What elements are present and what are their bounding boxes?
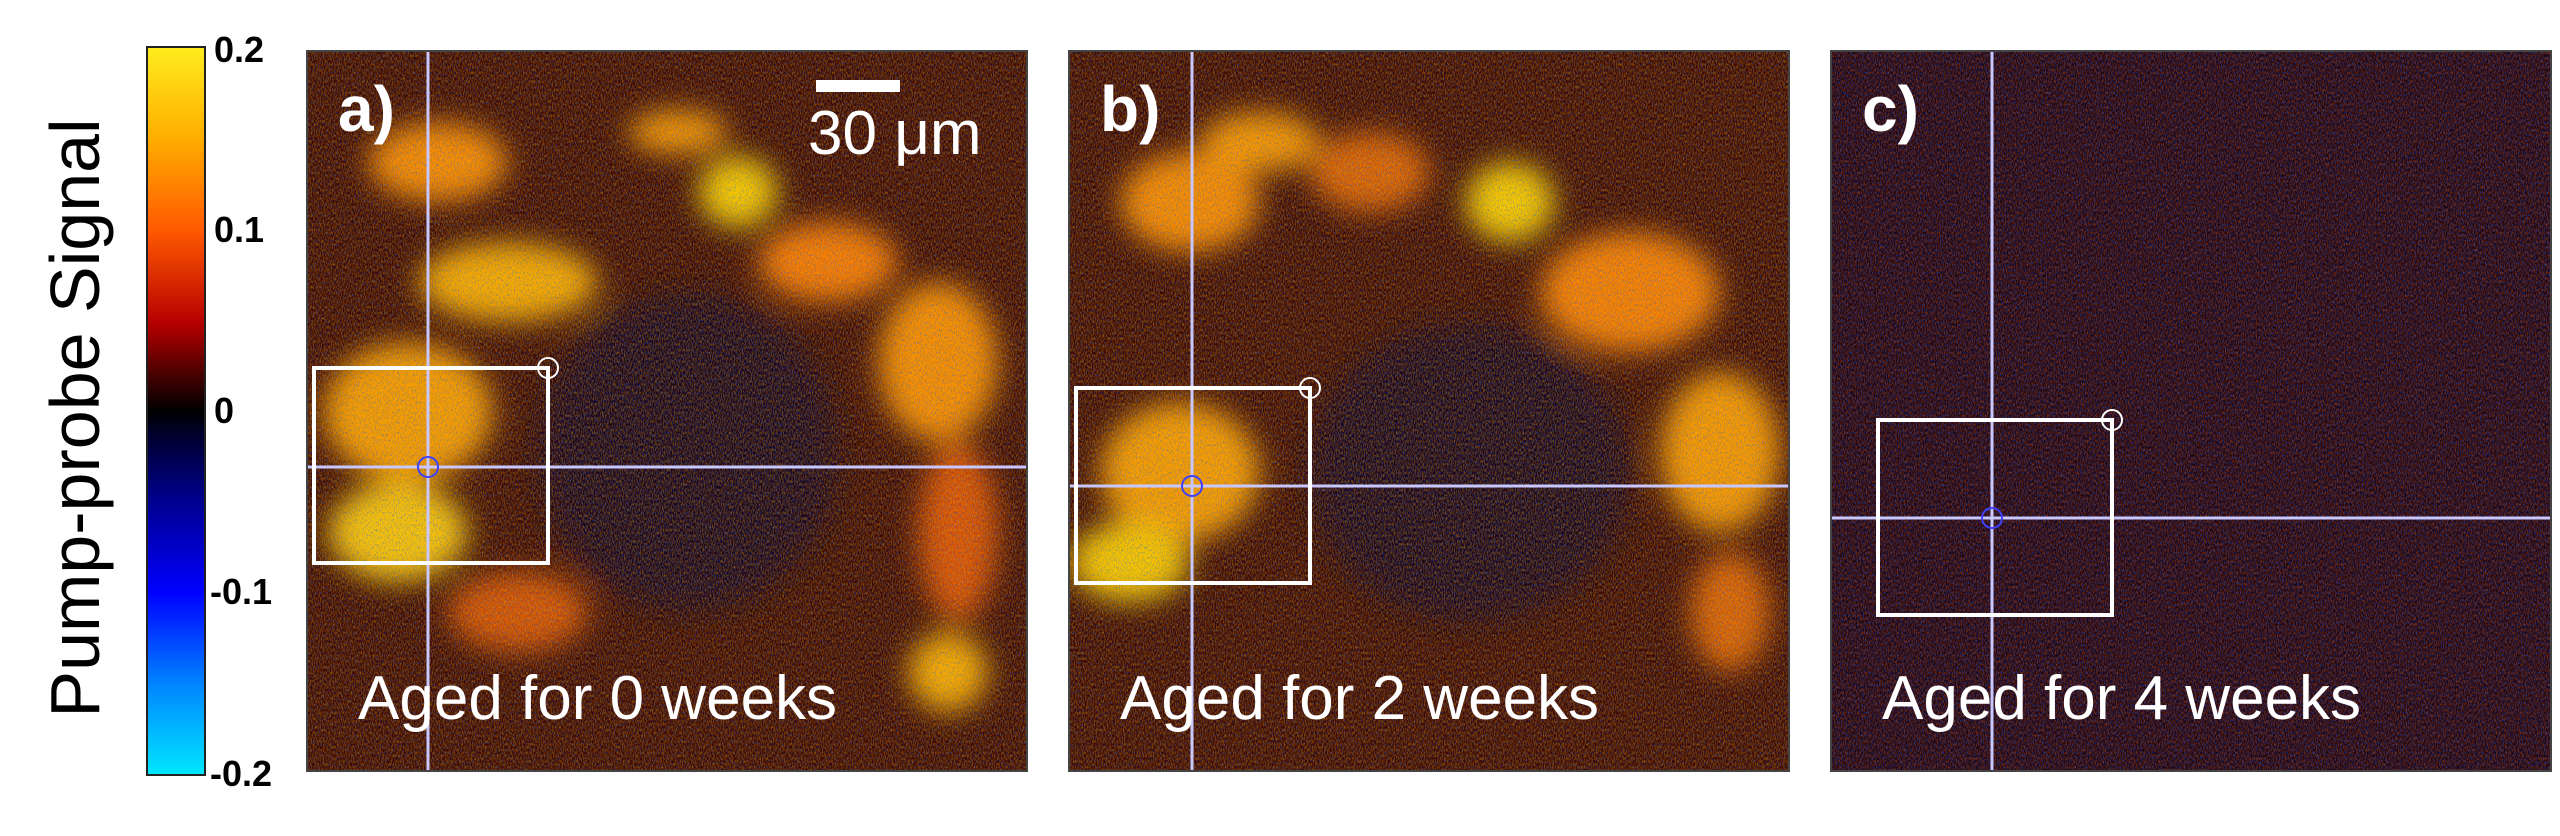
scale-bar-label: 30 μm [808,99,982,168]
colorbar-tick-neg-0-1: -0.1 [210,571,273,612]
panel-a-image [308,52,1026,770]
y-axis-label-text: Pump-probe Signal [36,118,114,718]
panel-c-label: c) [1862,73,1919,145]
panel-a: a) 30 μm Aged for 0 weeks [306,50,1028,772]
panel-c-image [1832,52,2550,770]
colorbar [146,46,206,776]
panel-a-label: a) [338,73,395,145]
panel-a-caption: Aged for 0 weeks [358,664,838,733]
colorbar-tick-min: -0.2 [210,753,273,794]
panel-c-caption: Aged for 4 weeks [1882,664,2362,733]
scale-bar [816,80,900,92]
colorbar-tick-max: 0.2 [214,29,265,70]
colorbar-tick-zero: 0 [214,390,235,431]
y-axis-label: Pump-probe Signal [0,0,150,836]
panel-b: b) Aged for 2 weeks [1068,50,1790,772]
panel-b-label: b) [1100,73,1161,145]
panel-b-image [1070,52,1788,770]
panel-c: c) Aged for 4 weeks [1830,50,2552,772]
panel-b-caption: Aged for 2 weeks [1120,664,1600,733]
colorbar-tick-0-1: 0.1 [214,209,265,250]
